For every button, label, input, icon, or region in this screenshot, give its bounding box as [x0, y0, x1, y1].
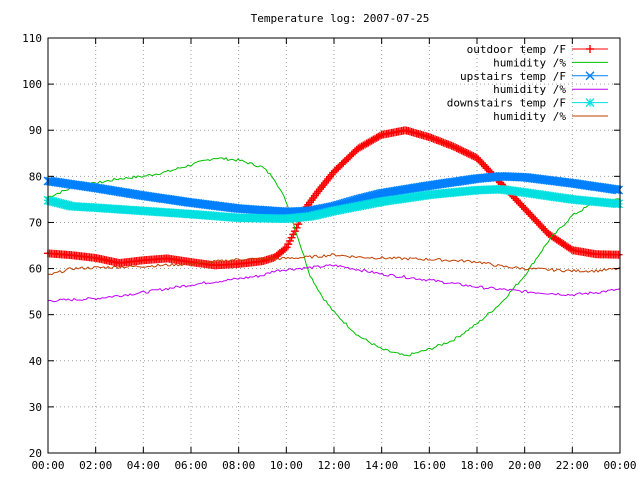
y-tick-label: 60: [29, 263, 42, 276]
y-tick-label: 70: [29, 216, 42, 229]
y-tick-label: 80: [29, 170, 42, 183]
series-3: [47, 264, 621, 303]
legend-label: downstairs temp /F: [447, 97, 566, 110]
x-tick-label: 06:00: [174, 459, 207, 472]
x-tick-label: 10:00: [270, 459, 303, 472]
axis-ticks: 20 30 40 50 60 70 80 90 100 110 00:00 02:00 04:00 06:…: [22, 32, 636, 472]
series-2: [43, 171, 624, 217]
chart-title: Temperature log: 2007-07-25: [251, 12, 430, 25]
legend-label: humidity /%: [493, 56, 566, 69]
legend-label: upstairs temp /F: [460, 70, 566, 83]
star-marker: [585, 98, 595, 108]
series-layer: [43, 126, 624, 357]
series-4: [43, 184, 623, 224]
y-tick-label: 100: [22, 78, 42, 91]
legend-label: humidity /%: [493, 110, 566, 123]
plus-marker: [614, 250, 623, 259]
series-line: [48, 253, 621, 276]
plus-marker: [586, 45, 594, 53]
star-marker: [614, 199, 623, 209]
plus-marker: [280, 244, 289, 253]
y-tick-label: 110: [22, 32, 42, 45]
y-tick-label: 20: [29, 447, 42, 460]
x-tick-label: 00:00: [31, 459, 64, 472]
legend-label: humidity /%: [493, 83, 566, 96]
x-tick-label: 18:00: [460, 459, 493, 472]
x-tick-label: 00:00: [603, 459, 636, 472]
x-tick-label: 22:00: [556, 459, 589, 472]
series-line: [47, 156, 621, 357]
series-5: [48, 253, 621, 276]
series-0: [44, 126, 623, 270]
series-1: [47, 156, 621, 357]
legend-label: outdoor temp /F: [467, 43, 566, 56]
y-tick-label: 50: [29, 309, 42, 322]
series-line: [47, 264, 621, 303]
cross-marker: [610, 184, 620, 194]
x-tick-label: 14:00: [365, 459, 398, 472]
plus-marker: [292, 223, 301, 232]
y-tick-label: 30: [29, 401, 42, 414]
x-tick-label: 08:00: [222, 459, 255, 472]
cross-marker: [585, 71, 595, 81]
cross-marker: [614, 185, 624, 195]
x-tick-label: 16:00: [413, 459, 446, 472]
x-tick-label: 12:00: [317, 459, 350, 472]
y-tick-label: 40: [29, 355, 42, 368]
y-tick-label: 90: [29, 124, 42, 137]
x-tick-label: 02:00: [79, 459, 112, 472]
x-tick-label: 20:00: [508, 459, 541, 472]
x-tick-label: 04:00: [127, 459, 160, 472]
